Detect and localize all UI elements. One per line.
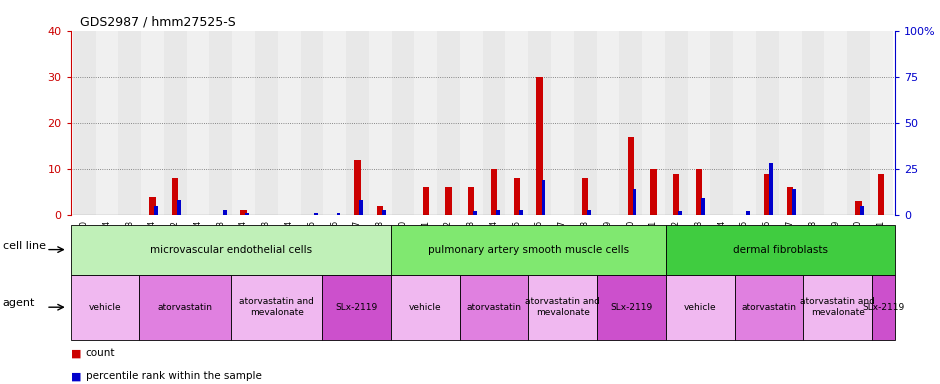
Bar xyxy=(392,31,415,215)
Bar xyxy=(255,31,277,215)
Text: pulmonary artery smooth muscle cells: pulmonary artery smooth muscle cells xyxy=(428,245,629,255)
Bar xyxy=(855,201,862,215)
Bar xyxy=(277,31,301,215)
Bar xyxy=(164,31,187,215)
Bar xyxy=(437,31,460,215)
Bar xyxy=(210,31,232,215)
Text: percentile rank within the sample: percentile rank within the sample xyxy=(86,371,261,381)
Bar xyxy=(323,31,346,215)
Bar xyxy=(359,200,363,215)
Bar xyxy=(187,31,210,215)
Bar xyxy=(537,77,542,215)
Bar xyxy=(588,210,591,215)
Bar xyxy=(870,31,893,215)
Bar xyxy=(377,206,384,215)
Bar xyxy=(597,31,619,215)
Bar xyxy=(513,178,520,215)
Bar xyxy=(337,213,340,215)
Bar xyxy=(701,199,705,215)
Bar xyxy=(528,31,551,215)
Text: atorvastatin: atorvastatin xyxy=(466,303,522,312)
Bar xyxy=(118,31,141,215)
Bar xyxy=(96,31,118,215)
Bar xyxy=(878,174,885,215)
Text: cell line: cell line xyxy=(3,241,46,251)
Bar xyxy=(802,31,824,215)
Bar xyxy=(149,197,156,215)
Bar xyxy=(241,210,247,215)
Text: atorvastatin and
mevalonate: atorvastatin and mevalonate xyxy=(239,298,314,317)
Text: atorvastatin and
mevalonate: atorvastatin and mevalonate xyxy=(525,298,601,317)
Text: vehicle: vehicle xyxy=(684,303,716,312)
Bar xyxy=(633,189,636,215)
Bar xyxy=(733,31,756,215)
Bar xyxy=(711,31,733,215)
Bar xyxy=(551,31,573,215)
Bar xyxy=(756,31,778,215)
Bar xyxy=(778,31,802,215)
Bar xyxy=(468,187,475,215)
Bar xyxy=(769,164,773,215)
Bar xyxy=(141,31,164,215)
Bar xyxy=(764,174,771,215)
Bar xyxy=(301,31,323,215)
Bar xyxy=(824,31,847,215)
Bar xyxy=(673,174,680,215)
Bar xyxy=(582,178,588,215)
Bar xyxy=(354,160,361,215)
Bar xyxy=(650,169,657,215)
Text: SLx-2119: SLx-2119 xyxy=(336,303,378,312)
Bar xyxy=(232,31,255,215)
Bar xyxy=(483,31,506,215)
Text: SLx-2119: SLx-2119 xyxy=(610,303,652,312)
Bar xyxy=(491,169,497,215)
Text: GDS2987 / hmm27525-S: GDS2987 / hmm27525-S xyxy=(80,16,236,29)
Bar xyxy=(473,211,477,215)
Text: atorvastatin and
mevalonate: atorvastatin and mevalonate xyxy=(800,298,875,317)
Bar xyxy=(573,31,597,215)
Text: ■: ■ xyxy=(70,371,81,381)
Bar xyxy=(72,31,96,215)
Bar xyxy=(415,31,437,215)
Bar xyxy=(223,210,227,215)
Text: ■: ■ xyxy=(70,348,81,358)
Text: SLx-2119: SLx-2119 xyxy=(862,303,904,312)
Bar xyxy=(847,31,870,215)
Bar xyxy=(496,210,500,215)
Bar xyxy=(688,31,711,215)
Bar xyxy=(541,180,545,215)
Bar xyxy=(368,31,392,215)
Text: atorvastatin: atorvastatin xyxy=(742,303,796,312)
Text: agent: agent xyxy=(3,298,35,308)
Bar xyxy=(519,210,523,215)
Bar xyxy=(446,187,452,215)
Bar xyxy=(628,137,634,215)
Bar xyxy=(314,213,318,215)
Bar xyxy=(245,213,249,215)
Text: count: count xyxy=(86,348,115,358)
Bar xyxy=(792,189,796,215)
Bar xyxy=(172,178,179,215)
Bar xyxy=(665,31,688,215)
Bar xyxy=(642,31,665,215)
Bar xyxy=(423,187,429,215)
Text: vehicle: vehicle xyxy=(409,303,442,312)
Text: dermal fibroblasts: dermal fibroblasts xyxy=(733,245,828,255)
Text: microvascular endothelial cells: microvascular endothelial cells xyxy=(149,245,312,255)
Bar xyxy=(860,206,864,215)
Bar xyxy=(746,211,750,215)
Bar xyxy=(678,211,682,215)
Bar xyxy=(383,210,386,215)
Bar xyxy=(787,187,793,215)
Bar xyxy=(346,31,368,215)
Bar xyxy=(506,31,528,215)
Text: atorvastatin: atorvastatin xyxy=(158,303,212,312)
Bar xyxy=(696,169,702,215)
Bar xyxy=(177,200,181,215)
Bar xyxy=(154,206,158,215)
Text: vehicle: vehicle xyxy=(88,303,121,312)
Bar xyxy=(460,31,483,215)
Bar xyxy=(619,31,642,215)
